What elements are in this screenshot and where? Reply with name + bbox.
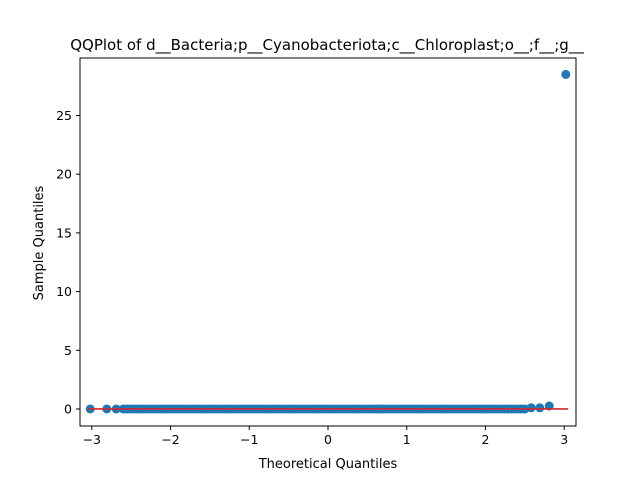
x-axis-label: Theoretical Quantiles	[258, 457, 398, 472]
y-tick-label: 25	[56, 108, 72, 123]
y-tick-label: 0	[64, 401, 72, 416]
y-tick-label: 20	[56, 167, 72, 182]
x-tick-label: 1	[403, 432, 411, 447]
data-point	[526, 403, 536, 413]
x-tick-label: −2	[161, 432, 179, 447]
x-tick-label: 2	[481, 432, 489, 447]
y-tick-label: 10	[56, 284, 72, 299]
data-point	[561, 69, 571, 79]
chart-title: QQPlot of d__Bacteria;p__Cyanobacteriota…	[70, 36, 584, 55]
x-tick-label: 3	[560, 432, 568, 447]
axes: −3 −2 −1 0 1 2 3 0 5 10 15 20 25	[56, 57, 577, 447]
y-axis-label: Sample Quantiles	[32, 185, 47, 300]
y-tick-label: 5	[64, 343, 72, 358]
x-tick-label: 0	[324, 432, 332, 447]
y-tick-label: 15	[56, 225, 72, 240]
x-tick-label: −3	[83, 432, 101, 447]
x-tick-label: −1	[240, 432, 258, 447]
plot-area	[85, 69, 571, 414]
data-point	[535, 403, 545, 413]
axes-frame	[79, 57, 577, 427]
